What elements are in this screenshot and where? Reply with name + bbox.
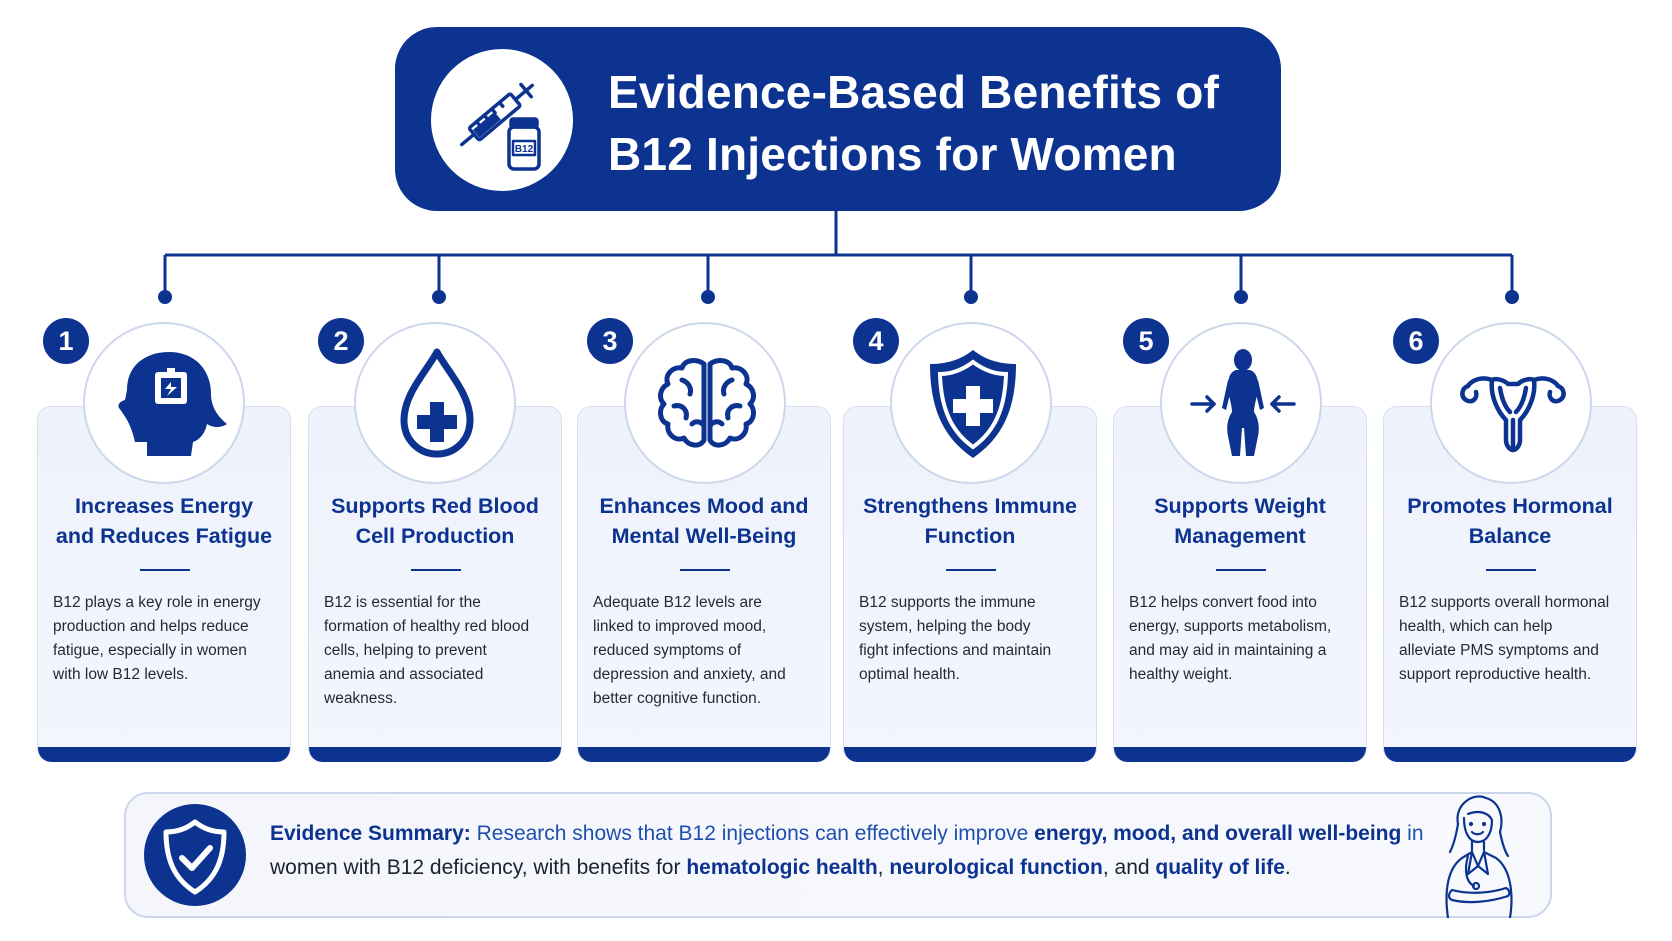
summary-segment: , <box>877 856 890 879</box>
brain-icon <box>624 322 786 484</box>
card-description: B12 plays a key role in energy productio… <box>53 591 280 687</box>
card-title-line: Supports Red Blood <box>331 494 539 518</box>
card-text-line: B12 helps convert food into <box>1129 594 1317 611</box>
card-text-line: energy, supports metabolism, <box>1129 618 1332 635</box>
summary-highlight: quality of life <box>1155 856 1285 879</box>
card-divider <box>1486 569 1536 571</box>
step-number-badge: 4 <box>853 318 899 364</box>
card-title: Enhances Mood and Mental Well-Being <box>586 491 822 551</box>
step-number-badge: 5 <box>1123 318 1169 364</box>
card-accent-bar <box>844 747 1096 762</box>
card-divider <box>680 569 730 571</box>
card-title-line: Strengthens Immune <box>863 494 1077 518</box>
card-divider <box>411 569 461 571</box>
card-title-line: Cell Production <box>355 524 515 548</box>
summary-segment: . <box>1284 856 1291 879</box>
card-divider <box>946 569 996 571</box>
body-silhouette-arrows-icon <box>1160 322 1322 484</box>
card-text-line: production and helps reduce <box>53 618 249 635</box>
card-title-line: Supports Weight <box>1154 494 1326 518</box>
shield-check-icon <box>144 804 246 906</box>
card-text-line: fatigue, especially in women <box>53 642 247 659</box>
card-text-line: B12 supports the immune <box>859 594 1036 611</box>
card-text-line: cells, helping to prevent <box>324 642 487 659</box>
card-description: B12 is essential for the formation of he… <box>324 591 551 711</box>
card-divider <box>1216 569 1266 571</box>
card-text-line: optimal health. <box>859 666 960 683</box>
summary-line-1: Evidence Summary: Research shows that B1… <box>270 817 1430 851</box>
card-text-line: and may aid in maintaining a <box>1129 642 1327 659</box>
summary-highlight: energy, mood, and overall well-being <box>1034 822 1402 845</box>
summary-highlight: hematologic health <box>686 856 878 879</box>
card-title-line: Function <box>924 524 1016 548</box>
summary-segment: women with B12 deficiency, with benefits… <box>270 856 687 879</box>
summary-highlight: neurological function <box>889 856 1103 879</box>
card-text-line: B12 plays a key role in energy <box>53 594 261 611</box>
card-text-line: weakness. <box>324 690 398 707</box>
card-text-line: health, which can help <box>1399 618 1553 635</box>
card-title: Supports Red Blood Cell Production <box>317 491 553 551</box>
card-accent-bar <box>1114 747 1366 762</box>
card-title: Promotes Hormonal Balance <box>1392 491 1628 551</box>
card-text-line: formation of healthy red blood <box>324 618 530 635</box>
card-description: B12 helps convert food into energy, supp… <box>1129 591 1356 687</box>
card-text-line: B12 is essential for the <box>324 594 481 611</box>
summary-text: Evidence Summary: Research shows that B1… <box>270 817 1430 885</box>
card-title: Supports Weight Management <box>1122 491 1358 551</box>
card-text-line: Adequate B12 levels are <box>593 594 762 611</box>
card-text-line: support reproductive health. <box>1399 666 1592 683</box>
summary-segment: in <box>1401 822 1424 845</box>
card-accent-bar <box>38 747 290 762</box>
uterus-icon <box>1430 322 1592 484</box>
card-text-line: alleviate PMS symptoms and <box>1399 642 1599 659</box>
card-title-line: Promotes Hormonal <box>1407 494 1613 518</box>
evidence-summary: Evidence Summary: Research shows that B1… <box>124 792 1552 918</box>
step-number-badge: 2 <box>318 318 364 364</box>
summary-segment: Research shows that B12 injections can e… <box>470 822 1035 845</box>
card-title-line: Mental Well-Being <box>611 524 797 548</box>
title-line-1: Evidence-Based Benefits of <box>608 66 1220 118</box>
card-text-line: B12 supports overall hormonal <box>1399 594 1610 611</box>
step-number-badge: 1 <box>43 318 89 364</box>
vial-label: B12 <box>515 144 534 155</box>
card-text-line: healthy weight. <box>1129 666 1233 683</box>
blood-drop-plus-icon <box>354 322 516 484</box>
page-title: Evidence-Based Benefits of B12 Injection… <box>608 61 1258 185</box>
card-divider <box>140 569 190 571</box>
head-with-battery-icon <box>83 322 245 484</box>
header-banner: B12 Evidence-Based Benefits of B12 Injec… <box>395 27 1281 211</box>
title-line-2: B12 Injections for Women <box>608 128 1177 180</box>
card-description: B12 supports the immune system, helping … <box>859 591 1086 687</box>
card-accent-bar <box>309 747 561 762</box>
card-text-line: depression and anxiety, and <box>593 666 786 683</box>
card-text-line: linked to improved mood, <box>593 618 767 635</box>
card-text-line: reduced symptoms of <box>593 642 742 659</box>
summary-label: Evidence Summary: <box>270 822 471 845</box>
card-title-line: Increases Energy <box>74 494 254 518</box>
shield-plus-icon <box>890 322 1052 484</box>
step-number-badge: 6 <box>1393 318 1439 364</box>
card-title: Strengthens Immune Function <box>852 491 1088 551</box>
card-accent-bar <box>578 747 830 762</box>
card-title: Increases Energy and Reduces Fatigue <box>46 491 282 551</box>
card-text-line: better cognitive function. <box>593 690 762 707</box>
summary-line-2: women with B12 deficiency, with benefits… <box>270 851 1430 885</box>
syringe-and-vial-icon: B12 <box>431 49 573 191</box>
card-accent-bar <box>1384 747 1636 762</box>
card-title-line: Enhances Mood and <box>599 494 809 518</box>
card-text-line: system, helping the body <box>859 618 1031 635</box>
card-title-line: and Reduces Fatigue <box>55 524 273 548</box>
card-text-line: with low B12 levels. <box>53 666 189 683</box>
card-text-line: anemia and associated <box>324 666 484 683</box>
card-title-line: Management <box>1174 524 1306 548</box>
card-description: Adequate B12 levels are linked to improv… <box>593 591 820 711</box>
card-title-line: Balance <box>1468 524 1552 548</box>
card-description: B12 supports overall hormonal health, wh… <box>1399 591 1626 687</box>
step-number-badge: 3 <box>587 318 633 364</box>
female-doctor-illustration <box>1445 795 1513 918</box>
summary-segment: , and <box>1102 856 1156 879</box>
card-text-line: fight infections and maintain <box>859 642 1052 659</box>
